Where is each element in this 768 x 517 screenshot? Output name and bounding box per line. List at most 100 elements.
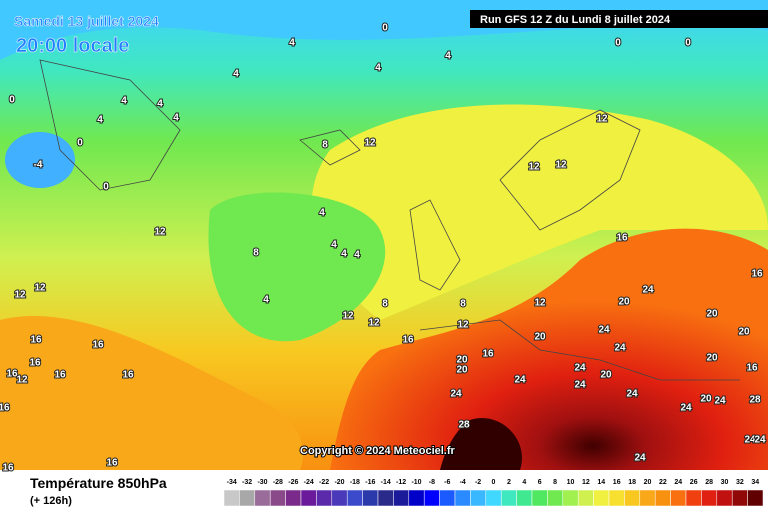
scale-swatch — [670, 489, 687, 507]
contour-label: 12 — [154, 227, 166, 238]
scale-swatch — [701, 489, 718, 507]
scale-label: 20 — [644, 479, 652, 486]
scale-swatch — [654, 489, 671, 507]
contour-label: 4 — [445, 51, 451, 62]
scale-swatch — [423, 489, 440, 507]
contour-label: 4 — [157, 99, 163, 110]
contour-label: 24 — [450, 389, 462, 400]
contour-label: 24 — [514, 375, 526, 386]
scale-swatch — [716, 489, 733, 507]
contour-label: 16 — [402, 335, 414, 346]
scale-swatch — [747, 489, 764, 507]
contour-label: 16 — [122, 370, 134, 381]
scale-label: -26 — [288, 479, 298, 486]
scale-swatch — [254, 489, 271, 507]
scale-swatch — [393, 489, 410, 507]
warm-west — [0, 316, 304, 470]
contour-label: 0 — [77, 138, 83, 149]
contour-label: 16 — [92, 340, 104, 351]
scale-swatch — [285, 489, 302, 507]
scale-label: -30 — [257, 479, 267, 486]
contour-label: 4 — [263, 295, 269, 306]
contour-label: 16 — [0, 403, 10, 414]
scale-label: 24 — [674, 479, 682, 486]
scale-swatch — [608, 489, 625, 507]
contour-label: 4 — [319, 208, 325, 219]
contour-label: 4 — [97, 115, 103, 126]
scale-label: -4 — [460, 479, 466, 486]
scale-label: 12 — [582, 479, 590, 486]
contour-label: 12 — [596, 114, 608, 125]
heat-region — [330, 228, 768, 470]
contour-label: 0 — [615, 38, 621, 49]
scale-label: -6 — [444, 479, 450, 486]
contour-label: 28 — [749, 395, 761, 406]
contour-label: 8 — [382, 299, 388, 310]
scale-swatch — [439, 489, 456, 507]
contour-label: 20 — [700, 394, 712, 405]
contour-label: 4 — [331, 240, 337, 251]
scale-swatch — [470, 489, 487, 507]
lead-time: (+ 126h) — [30, 495, 72, 507]
scale-label: -28 — [273, 479, 283, 486]
scale-swatch — [408, 489, 425, 507]
scale-label: -16 — [365, 479, 375, 486]
scale-swatch — [593, 489, 610, 507]
scale-label: 28 — [705, 479, 713, 486]
scale-swatch — [731, 489, 748, 507]
scale-swatch — [516, 489, 533, 507]
contour-label: 20 — [600, 370, 612, 381]
scale-swatch — [531, 489, 548, 507]
scale-label: -8 — [429, 479, 435, 486]
contour-label: 12 — [16, 375, 28, 386]
contour-label: 16 — [616, 233, 628, 244]
scale-label: 6 — [538, 479, 542, 486]
contour-label: 12 — [528, 162, 540, 173]
contour-label: 16 — [2, 463, 14, 474]
scale-swatch — [500, 489, 517, 507]
scale-label: 4 — [522, 479, 526, 486]
scale-swatch — [454, 489, 471, 507]
contour-label: 4 — [341, 249, 347, 260]
scale-swatch — [239, 489, 256, 507]
scale-label: 34 — [751, 479, 759, 486]
scale-swatch — [624, 489, 641, 507]
scale-label: 26 — [690, 479, 698, 486]
contour-label: 20 — [456, 355, 468, 366]
contour-label: 20 — [706, 309, 718, 320]
scale-label: -24 — [304, 479, 314, 486]
contour-label: 16 — [751, 269, 763, 280]
contour-label: 28 — [458, 420, 470, 431]
scale-label: 8 — [553, 479, 557, 486]
scale-label: 10 — [567, 479, 575, 486]
contour-label: 0 — [9, 95, 15, 106]
scale-label: 22 — [659, 479, 667, 486]
scale-swatch — [562, 489, 579, 507]
field-title: Température 850hPa — [30, 475, 167, 491]
scale-label: -14 — [381, 479, 391, 486]
contour-label: 16 — [29, 358, 41, 369]
scale-swatch — [485, 489, 502, 507]
scale-swatch — [223, 489, 240, 507]
contour-label: 12 — [34, 283, 46, 294]
contour-label: 16 — [482, 349, 494, 360]
scale-swatch — [377, 489, 394, 507]
contour-label: 16 — [54, 370, 66, 381]
scale-swatch — [685, 489, 702, 507]
contour-label: 16 — [30, 335, 42, 346]
scale-label: 16 — [613, 479, 621, 486]
scale-label: 18 — [628, 479, 636, 486]
contour-label: 20 — [456, 365, 468, 376]
scale-swatch — [362, 489, 379, 507]
contour-label: 0 — [685, 38, 691, 49]
forecast-date: Samedi 13 juillet 2024 — [14, 13, 159, 29]
contour-label: 12 — [368, 318, 380, 329]
color-scale: -34 -32 -30 -28 -26 -24 -22 -20 -18 -16 -14 -12 -10-… — [223, 479, 764, 507]
contour-label: 12 — [364, 138, 376, 149]
scale-label: -22 — [319, 479, 329, 486]
contour-label: 24 — [598, 325, 610, 336]
scale-swatch — [639, 489, 656, 507]
contour-label: 24 — [574, 363, 586, 374]
contour-label: 4 — [375, 63, 381, 74]
